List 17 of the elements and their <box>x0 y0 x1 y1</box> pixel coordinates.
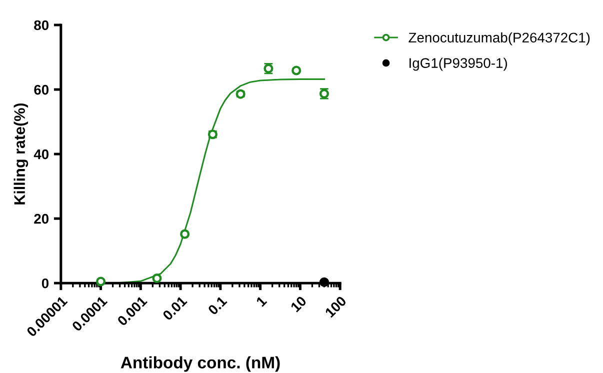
x-axis-title: Antibody conc. (nM) <box>120 356 280 372</box>
y-tick-label: 60 <box>34 84 49 95</box>
x-tick-label: 100 <box>324 296 347 318</box>
point <box>180 229 190 239</box>
y-tick-label: 20 <box>34 214 49 224</box>
legend-label: IgG1(P93950-1) <box>410 58 507 71</box>
y-tick-label: 80 <box>34 20 49 30</box>
y-axis-title: Killing rate(%) <box>14 103 28 204</box>
x-tick-label: 0.1 <box>207 295 228 316</box>
y-tick-label: 40 <box>34 149 49 160</box>
x-tick-label: 0.01 <box>162 295 188 321</box>
legend-label: Zenocutuzumab(P264372C1) <box>408 32 590 46</box>
y-tick-label: 0 <box>42 278 49 288</box>
x-tick-label: 1 <box>256 296 268 307</box>
point <box>152 273 162 284</box>
point <box>292 66 302 76</box>
x-tick-label: 10 <box>290 296 308 312</box>
